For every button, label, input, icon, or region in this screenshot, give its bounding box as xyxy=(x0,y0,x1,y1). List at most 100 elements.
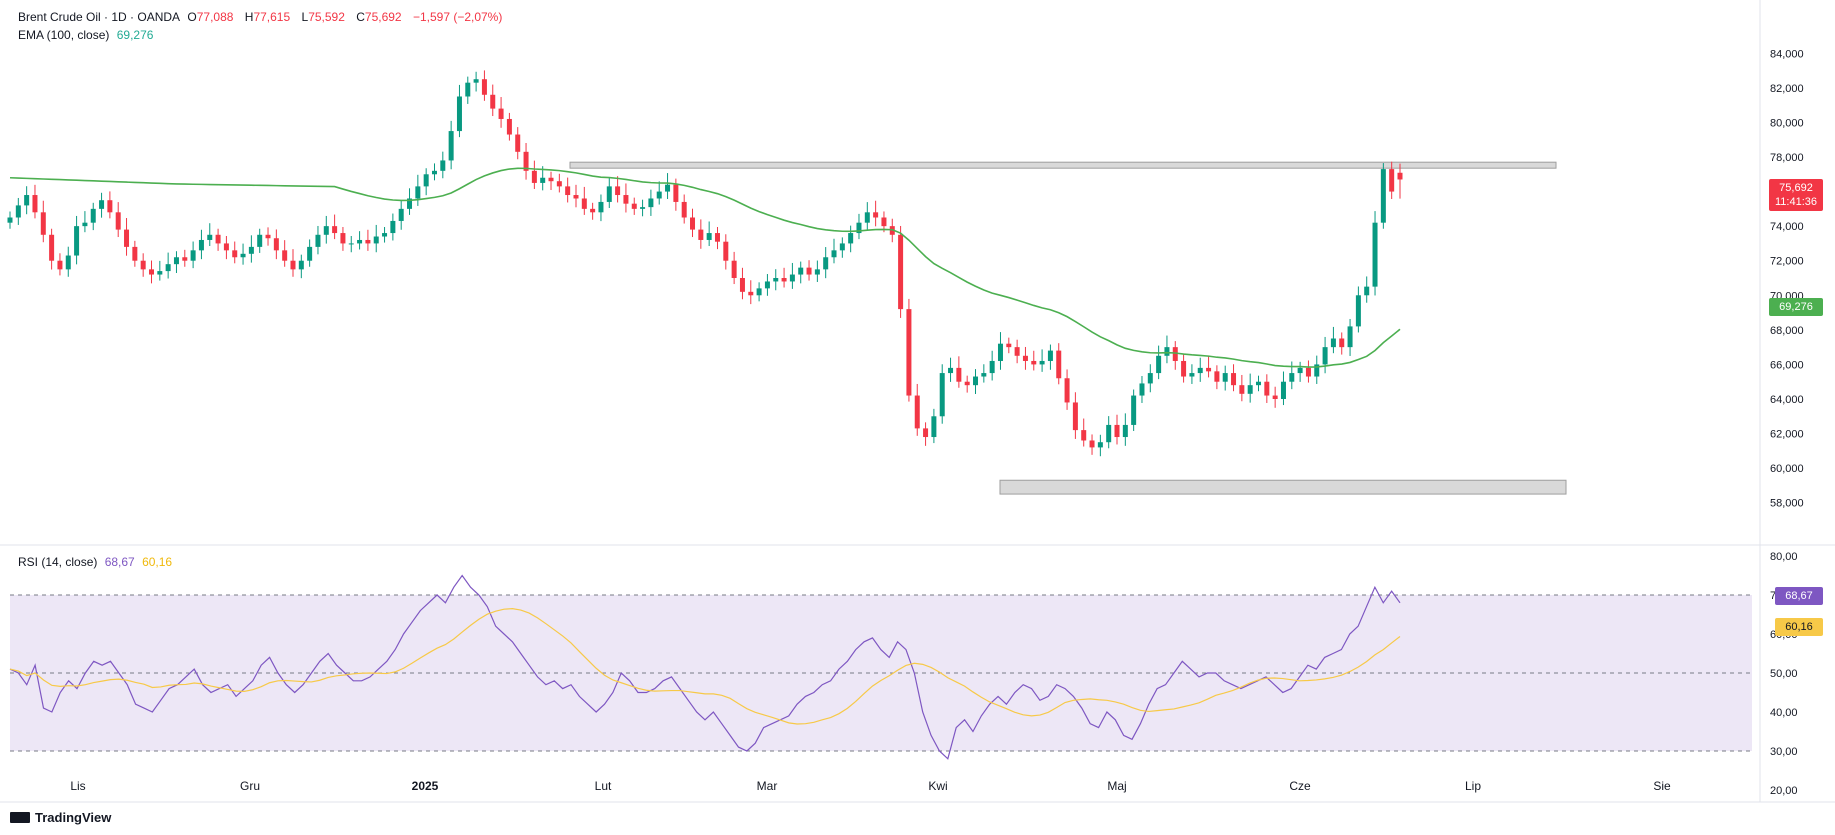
candle-down xyxy=(282,250,288,261)
candle-up xyxy=(82,222,88,227)
candle-up xyxy=(931,416,937,438)
candle-up xyxy=(99,200,105,209)
candle-up xyxy=(1197,367,1203,374)
candle-down xyxy=(223,243,229,251)
time-tick-label: Lut xyxy=(595,779,612,793)
candle-down xyxy=(581,198,587,209)
last-price: 75,692 xyxy=(1779,182,1813,194)
rsi-tick-label: 30,00 xyxy=(1770,746,1798,758)
candle-down xyxy=(1089,440,1095,448)
candle-up xyxy=(407,198,413,209)
candle-down xyxy=(548,177,554,182)
low-value: L75,592 xyxy=(301,10,345,24)
price-tick-label: 78,000 xyxy=(1770,152,1804,164)
candle-down xyxy=(914,395,920,429)
candle-down xyxy=(873,212,879,218)
candle-up xyxy=(1222,373,1228,382)
candle-down xyxy=(690,217,696,230)
candle-up xyxy=(1297,367,1303,374)
candle-down xyxy=(1006,343,1012,348)
candle-down xyxy=(906,309,912,396)
candle-up xyxy=(423,174,429,187)
candle-down xyxy=(1272,395,1278,399)
price-tick-label: 66,000 xyxy=(1770,359,1804,371)
candle-down xyxy=(1264,381,1270,396)
candle-down xyxy=(365,239,371,244)
candle-up xyxy=(1322,347,1328,365)
candle-up xyxy=(65,255,71,270)
ema-line xyxy=(9,167,1401,368)
time-tick-label: Sie xyxy=(1653,779,1671,793)
candle-up xyxy=(648,198,654,208)
candle-down xyxy=(40,212,46,235)
candle-up xyxy=(198,239,204,251)
high-value: H77,615 xyxy=(244,10,291,24)
candle-up xyxy=(948,367,954,374)
candle-up xyxy=(997,343,1003,361)
candle-up xyxy=(357,239,363,244)
candle-down xyxy=(115,212,121,230)
candle-up xyxy=(773,278,779,282)
candle-up xyxy=(74,226,80,256)
candle-down xyxy=(124,229,130,247)
rsi-legend: RSI (14, close) 68,67 60,16 xyxy=(18,555,176,569)
candle-down xyxy=(1181,360,1187,377)
rsi-tick-label: 20,00 xyxy=(1770,785,1798,797)
candle-up xyxy=(1164,347,1170,356)
candle-up xyxy=(798,267,804,275)
candle-up xyxy=(989,360,995,374)
candle-down xyxy=(615,186,621,196)
candle-up xyxy=(706,233,712,240)
candle-up xyxy=(1106,424,1112,443)
candle-down xyxy=(148,269,154,275)
candle-down xyxy=(273,238,279,251)
candle-up xyxy=(298,260,304,270)
candle-up xyxy=(764,281,770,289)
candle-down xyxy=(340,233,346,244)
candle-down xyxy=(698,229,704,240)
candle-up xyxy=(1256,381,1262,386)
candle-up xyxy=(665,184,671,192)
candle-up xyxy=(315,234,321,247)
ema-value: 69,276 xyxy=(116,28,154,42)
candle-up xyxy=(823,257,829,270)
time-tick-label: Gru xyxy=(240,779,260,793)
candle-down xyxy=(898,234,904,310)
candle-down xyxy=(232,250,238,258)
candle-up xyxy=(1039,360,1045,365)
candle-down xyxy=(1389,169,1395,192)
close-value: C75,692 xyxy=(356,10,402,24)
candle-up xyxy=(307,246,313,261)
ema-price-tag: 69,276 xyxy=(1769,298,1823,316)
ema-label: EMA (100, close) xyxy=(18,28,110,42)
tradingview-logo[interactable]: TradingView xyxy=(10,810,111,825)
candle-up xyxy=(1280,381,1286,399)
candle-down xyxy=(1031,360,1037,365)
time-tick-label: Lip xyxy=(1465,779,1481,793)
rsi-tick-label: 80,00 xyxy=(1770,551,1798,563)
price-tick-label: 62,000 xyxy=(1770,429,1804,441)
candle-down xyxy=(132,246,138,261)
candle-up xyxy=(1122,424,1128,438)
countdown: 11:41:36 xyxy=(1774,196,1817,208)
candle-up xyxy=(415,186,421,199)
candle-up xyxy=(373,236,379,244)
candle-up xyxy=(465,82,471,97)
candle-down xyxy=(506,118,512,135)
time-tick-label: Kwi xyxy=(928,779,947,793)
time-tick-label: 2025 xyxy=(412,779,439,793)
candle-up xyxy=(90,208,96,223)
candle-up xyxy=(656,191,662,199)
candle-down xyxy=(631,203,637,209)
candle-up xyxy=(839,243,845,251)
candle-down xyxy=(590,208,596,213)
candle-down xyxy=(1056,350,1062,379)
candle-up xyxy=(856,222,862,234)
candle-down xyxy=(107,200,113,213)
open-value: O77,088 xyxy=(187,10,234,24)
candle-up xyxy=(1314,364,1320,377)
rsi-label: RSI (14, close) xyxy=(18,555,98,569)
candle-up xyxy=(473,79,479,83)
rsi-value: 68,67 xyxy=(104,555,135,569)
